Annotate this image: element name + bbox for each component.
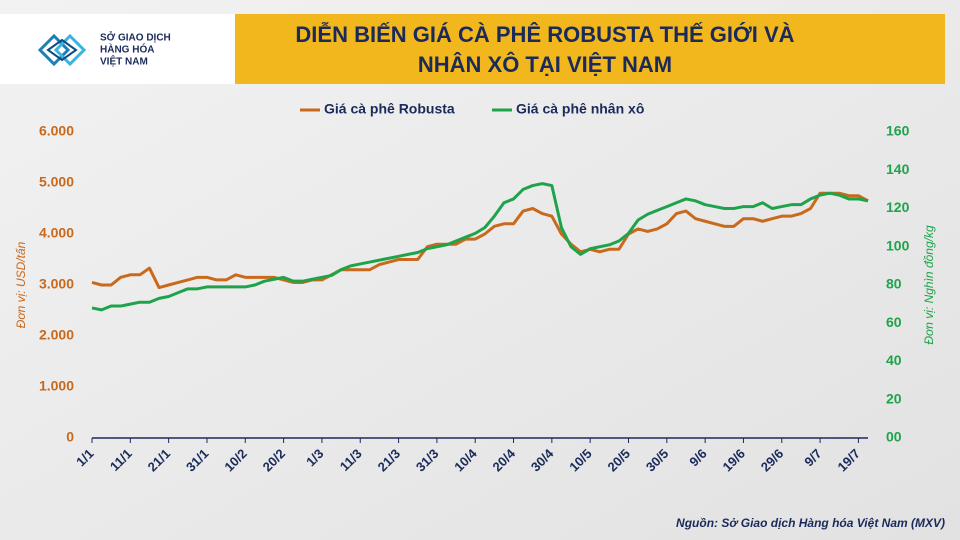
series-line [91,191,869,290]
logo-icon [37,33,87,67]
y-tick-label: 5.000 [39,174,74,190]
y2-tick-label: 00 [886,429,902,445]
y2-tick-label: 120 [886,199,910,215]
y-tick-label: 0 [66,429,74,445]
y-tick-label: 1.000 [39,378,74,394]
y2-tick-label: 80 [886,276,902,292]
y2-axis-label: Đơn vị: Nghìn đồng/kg [922,225,936,345]
y-axis-label: Đơn vị: USD/tấn [14,241,28,328]
series-line [91,182,869,312]
title-band [210,14,945,84]
source: Nguồn: Sở Giao dịch Hàng hóa Việt Nam (M… [676,516,945,530]
chart-title: NHÂN XÔ TẠI VIỆT NAM [418,52,672,77]
y2-tick-label: 140 [886,161,910,177]
y2-tick-label: 160 [886,123,910,139]
y2-tick-label: 100 [886,237,910,253]
legend-label: Giá cà phê Robusta [324,101,455,117]
y-tick-label: 2.000 [39,327,74,343]
y-tick-label: 3.000 [39,276,74,292]
logo-text: HÀNG HÓA [100,43,154,56]
y2-tick-label: 60 [886,314,902,330]
y2-tick-label: 40 [886,352,902,368]
logo-text: VIỆT NAM [100,55,148,68]
y2-tick-label: 20 [886,390,902,406]
chart-title: DIỄN BIẾN GIÁ CÀ PHÊ ROBUSTA THẾ GIỚI VÀ [295,21,794,47]
logo-text: SỞ GIAO DỊCH [100,31,171,44]
y-tick-label: 4.000 [39,225,74,241]
legend-label: Giá cà phê nhân xô [516,101,644,117]
y-tick-label: 6.000 [39,123,74,139]
